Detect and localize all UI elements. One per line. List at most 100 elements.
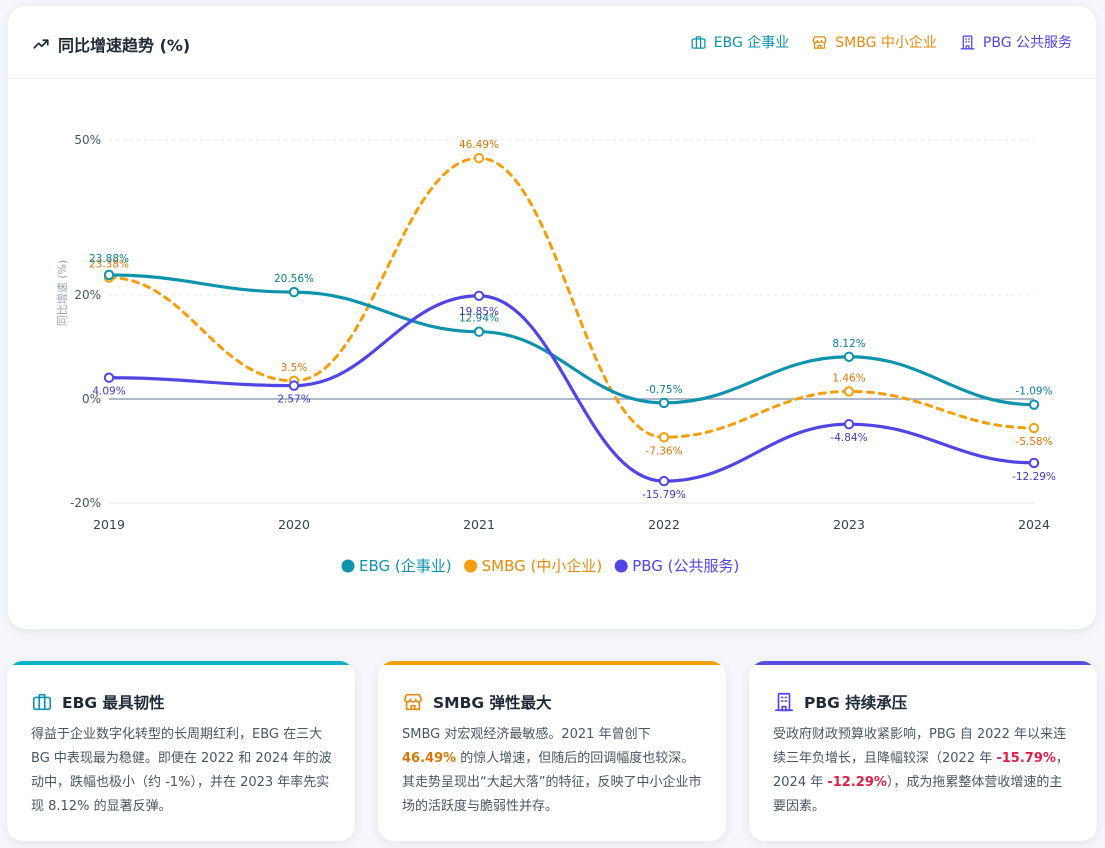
data-label-smbg: 23.38% — [89, 259, 129, 271]
data-label-pbg: -12.29% — [1012, 471, 1056, 483]
data-point-ebg — [658, 397, 670, 409]
data-label-pbg: -4.84% — [830, 432, 867, 444]
data-label-ebg: -1.09% — [1015, 386, 1052, 398]
chart-title: 同比增速趋势 (%) — [32, 32, 190, 56]
highlight-value: -15.79% — [996, 751, 1056, 766]
header-legend-smbg[interactable]: SMBG 中小企业 — [811, 32, 937, 52]
highlight-value: 46.49% — [402, 751, 457, 766]
data-point-pbg — [658, 475, 670, 487]
store-icon — [403, 693, 423, 711]
data-point-smbg — [473, 152, 485, 164]
data-point-ebg — [1028, 399, 1040, 410]
card-body-part: SMBG 对宏观经济最敏感。2021 年曾创下 — [402, 727, 651, 742]
series-line-pbg — [107, 294, 1036, 483]
data-point-ebg — [288, 286, 300, 298]
data-label-smbg: -5.58% — [1015, 436, 1052, 448]
card-body: 得益于企业数字化转型的长周期红利，EBG 在三大 BG 中表现最为稳健。即便在 … — [31, 727, 332, 814]
y-tick-label: 0% — [82, 392, 101, 406]
legend-item-pbg[interactable]: PBG (公共服务) — [614, 557, 740, 575]
briefcase-icon — [32, 693, 52, 711]
card-title: EBG 最具韧性 — [31, 691, 165, 713]
insight-card-ebg: EBG 最具韧性 得益于企业数字化转型的长周期红利，EBG 在三大 BG 中表现… — [7, 661, 355, 841]
legend-item-ebg[interactable]: EBG (企事业) — [341, 557, 452, 575]
chart-title-text: 同比增速趋势 (%) — [58, 36, 191, 55]
data-point-pbg — [1028, 457, 1040, 469]
x-tick-label: 2019 — [93, 517, 125, 532]
data-label-ebg: -0.75% — [645, 384, 682, 396]
header-legend: EBG 企事业 SMBG 中小企业 — [690, 32, 1072, 52]
line-chart: 同比增速 (%) 50% 20% 0% -20% 2019 2020 2021 2022 202… — [55, 133, 1056, 575]
building-icon — [960, 34, 975, 50]
data-point-ebg — [103, 269, 115, 281]
legend-label: EBG (企事业) — [359, 557, 452, 575]
header-legend-smbg-label: SMBG 中小企业 — [835, 35, 937, 51]
card-body-part: 受政府财政预算收紧影响，PBG 自 2022 年以来连续三年负增长，且降幅较深（… — [773, 727, 1067, 766]
card-title-text: SMBG 弹性最大 — [433, 694, 552, 712]
data-label-ebg: 23.88% — [89, 253, 129, 265]
data-label-smbg: -7.36% — [645, 445, 682, 457]
data-label-pbg: -15.79% — [642, 489, 686, 501]
card-title: SMBG 弹性最大 — [402, 691, 552, 713]
data-label-smbg: 3.5% — [281, 362, 308, 374]
highlight-value: -12.29% — [827, 775, 887, 790]
card-body-part: ，2024 年 — [773, 751, 1069, 790]
data-label-pbg: 19.85% — [459, 306, 499, 318]
insight-card-smbg: SMBG 弹性最大 SMBG 对宏观经济最敏感。2021 年曾创下 46.49%… — [378, 661, 726, 841]
x-tick-label: 2023 — [833, 517, 865, 532]
header-legend-ebg-label: EBG 企事业 — [713, 35, 790, 51]
data-label-smbg: 46.49% — [459, 139, 499, 151]
header-legend-ebg[interactable]: EBG 企事业 — [690, 32, 790, 52]
x-tick-label: 2021 — [463, 517, 495, 532]
card-body: SMBG 对宏观经济最敏感。2021 年曾创下 46.49% 的惊人增速，但随后… — [402, 723, 704, 819]
bottom-legend: EBG (企事业) SMBG (中小企业) PBG (公共服务) — [341, 557, 740, 575]
data-point-pbg — [473, 290, 485, 301]
legend-item-smbg[interactable]: SMBG (中小企业) — [464, 557, 602, 575]
card-top-accent — [749, 661, 1097, 665]
card-top-accent — [378, 661, 726, 665]
y-tick-label: -20% — [70, 496, 101, 510]
legend-label: PBG (公共服务) — [632, 557, 739, 575]
grid-layer: 50% 20% 0% -20% 2019 2020 2021 2022 2023 2024 — [70, 133, 1050, 532]
store-icon — [812, 35, 827, 49]
series-layer: 23.38% 3.5% 46.49% -7.36% 1.46% -5.58% 23.88% 2… — [89, 139, 1056, 501]
data-point-pbg — [843, 418, 855, 430]
y-tick-label: 50% — [74, 133, 101, 147]
insight-card-pbg: PBG 持续承压 受政府财政预算收紧影响，PBG 自 2022 年以来连续三年负… — [749, 661, 1097, 841]
card-title-text: PBG 持续承压 — [804, 694, 908, 712]
data-point-ebg — [473, 326, 485, 337]
header-legend-pbg-label: PBG 公共服务 — [982, 35, 1072, 51]
data-label-pbg: 2.57% — [277, 394, 310, 406]
legend-swatch — [341, 559, 355, 573]
legend-swatch — [614, 559, 628, 573]
header-legend-pbg[interactable]: PBG 公共服务 — [959, 32, 1072, 52]
card-top-accent — [7, 661, 355, 665]
chart-card: 同比增速趋势 (%) EBG 企事业 SMBG 中小企业 — [8, 6, 1096, 629]
x-tick-label: 2020 — [278, 517, 310, 532]
data-point-smbg — [658, 432, 670, 443]
data-point-pbg — [288, 380, 300, 391]
chart-header: 同比增速趋势 (%) EBG 企事业 SMBG 中小企业 — [8, 6, 1096, 79]
x-tick-label: 2024 — [1018, 517, 1050, 532]
card-title-text: EBG 最具韧性 — [62, 694, 165, 712]
data-label-ebg: 12.94% — [459, 313, 499, 325]
data-label-smbg: 1.46% — [832, 372, 865, 384]
card-title: PBG 持续承压 — [773, 691, 907, 713]
data-point-smbg — [1028, 422, 1040, 434]
series-line-ebg — [107, 273, 1036, 407]
series-line-smbg — [107, 156, 1036, 439]
data-label-ebg: 8.12% — [832, 338, 865, 350]
card-body-part: ），成为拖累整体营收增速的主要因素。 — [773, 775, 1063, 814]
data-label-ebg: 20.56% — [274, 273, 314, 285]
data-point-pbg — [103, 372, 115, 383]
y-axis-label: 同比增速 (%) — [55, 260, 69, 327]
card-body-part: 的惊人增速，但随后的回调幅度也较深。其走势呈现出“大起大落”的特征，反映了中小企… — [402, 751, 702, 814]
legend-swatch — [464, 559, 478, 573]
x-tick-label: 2022 — [648, 517, 680, 532]
data-point-ebg — [843, 351, 855, 362]
building-icon — [774, 692, 794, 712]
trending-up-icon — [33, 39, 49, 49]
legend-label: SMBG (中小企业) — [482, 557, 603, 575]
data-point-smbg — [843, 386, 855, 397]
y-tick-label: 20% — [74, 288, 101, 302]
briefcase-icon — [691, 35, 706, 49]
